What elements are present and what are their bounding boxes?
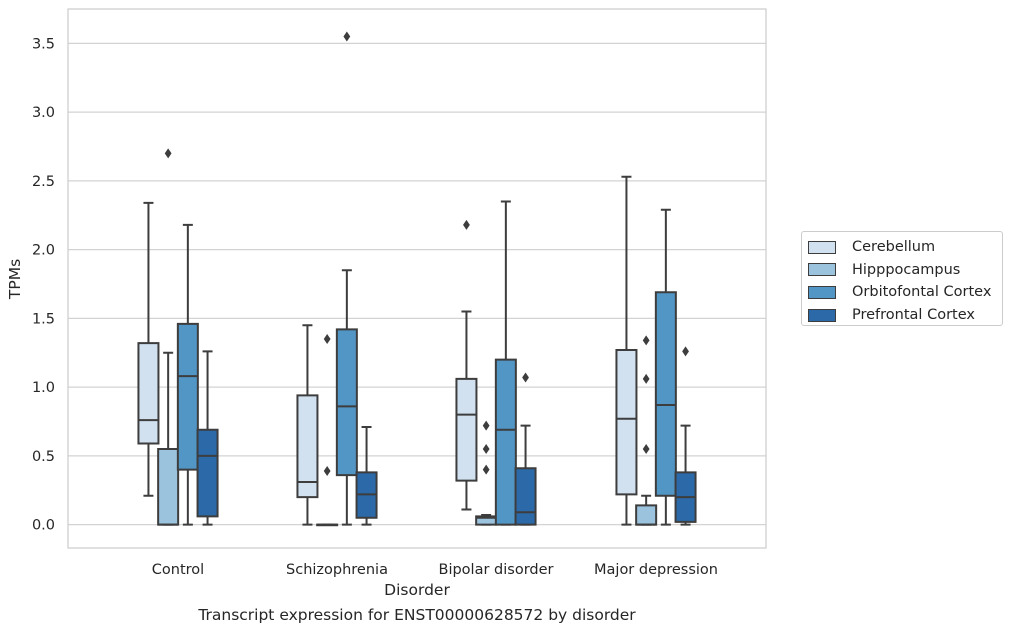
outlier-point bbox=[642, 335, 650, 346]
legend-item-hippocampus: Hipppocampus bbox=[808, 259, 1002, 282]
box-element bbox=[157, 148, 180, 526]
y-tick-label: 0.0 bbox=[32, 518, 55, 534]
outlier-point bbox=[164, 148, 172, 159]
x-axis-label: Disorder bbox=[384, 581, 450, 599]
x-tick-label: Control bbox=[152, 562, 204, 578]
y-tick-label: 1.0 bbox=[32, 380, 55, 396]
box-body bbox=[615, 349, 638, 496]
plot-frame bbox=[67, 8, 767, 549]
box-body bbox=[176, 322, 199, 471]
y-axis-label: TPMs bbox=[6, 259, 24, 300]
box-body bbox=[514, 467, 537, 526]
box-body bbox=[335, 328, 358, 477]
box-element bbox=[514, 372, 537, 526]
box-element bbox=[455, 219, 478, 511]
box-body bbox=[196, 428, 219, 518]
outlier-point bbox=[482, 464, 490, 475]
x-tick-label: Major depression bbox=[594, 562, 718, 578]
legend-label: Hipppocampus bbox=[852, 261, 961, 278]
figure-caption: Transcript expression for ENST0000062857… bbox=[198, 606, 636, 624]
x-axis-ticks: Control Schizophrenia Bipolar disorder Majo… bbox=[152, 562, 718, 578]
box-body bbox=[494, 358, 517, 526]
box-element bbox=[355, 426, 378, 526]
legend-label: Orbitofontal Cortex bbox=[852, 284, 992, 301]
box-body bbox=[654, 291, 677, 497]
series-hipppocampus bbox=[157, 148, 658, 527]
box-body bbox=[635, 504, 658, 526]
box-element bbox=[196, 350, 219, 526]
outlier-point bbox=[642, 444, 650, 454]
y-axis-ticks: 0.0 0.5 1.0 1.5 2.0 2.5 3.0 3.5 bbox=[32, 36, 55, 533]
y-tick-label: 3.5 bbox=[32, 36, 55, 52]
outlier-point bbox=[323, 334, 331, 344]
outlier-point bbox=[682, 346, 689, 357]
legend-item-cerebellum: Cerebellum bbox=[808, 236, 1002, 259]
y-tick-label: 0.5 bbox=[32, 449, 55, 465]
outlier-point bbox=[343, 31, 351, 42]
box-body bbox=[137, 342, 160, 445]
legend-swatch bbox=[808, 308, 836, 322]
outlier-point bbox=[482, 420, 490, 431]
box-element bbox=[316, 334, 339, 527]
legend-label: Prefrontal Cortex bbox=[852, 307, 975, 324]
box-element bbox=[335, 31, 358, 526]
outlier-point bbox=[463, 219, 470, 230]
x-tick-label: Bipolar disorder bbox=[439, 562, 554, 578]
box-element bbox=[176, 223, 199, 526]
legend-item-orbitofrontal-cortex: Orbitofontal Cortex bbox=[808, 281, 1002, 304]
box-element bbox=[475, 420, 498, 526]
series-orbitofontal-cortex bbox=[176, 31, 677, 526]
box-element bbox=[296, 324, 319, 526]
legend-swatch bbox=[808, 263, 836, 277]
box-element bbox=[674, 346, 697, 526]
legend-swatch bbox=[808, 285, 836, 299]
outlier-point bbox=[323, 466, 331, 476]
series-prefrontal-cortex bbox=[196, 346, 697, 526]
outlier-point bbox=[522, 372, 529, 383]
box-element bbox=[615, 175, 638, 526]
outlier-point bbox=[642, 373, 650, 384]
series-cerebellum bbox=[137, 175, 638, 526]
box-element bbox=[494, 200, 517, 526]
legend-label: Cerebellum bbox=[852, 239, 936, 256]
legend: Cerebellum Hipppocampus Orbitofontal Cor… bbox=[801, 231, 1003, 326]
y-tick-label: 1.5 bbox=[32, 311, 55, 327]
box-body bbox=[157, 448, 180, 526]
legend-item-prefrontal-cortex: Prefrontal Cortex bbox=[808, 304, 1002, 327]
y-tick-label: 2.5 bbox=[32, 174, 55, 190]
box-element bbox=[137, 201, 160, 497]
legend-swatch bbox=[808, 240, 836, 254]
y-tick-label: 3.0 bbox=[32, 105, 55, 121]
x-tick-label: Schizophrenia bbox=[286, 562, 388, 578]
outlier-point bbox=[482, 444, 490, 454]
box-body bbox=[455, 377, 478, 482]
box-body bbox=[296, 394, 319, 499]
y-tick-label: 2.0 bbox=[32, 243, 55, 259]
boxes bbox=[137, 31, 697, 527]
box-element bbox=[654, 208, 677, 526]
box-element bbox=[635, 335, 658, 526]
